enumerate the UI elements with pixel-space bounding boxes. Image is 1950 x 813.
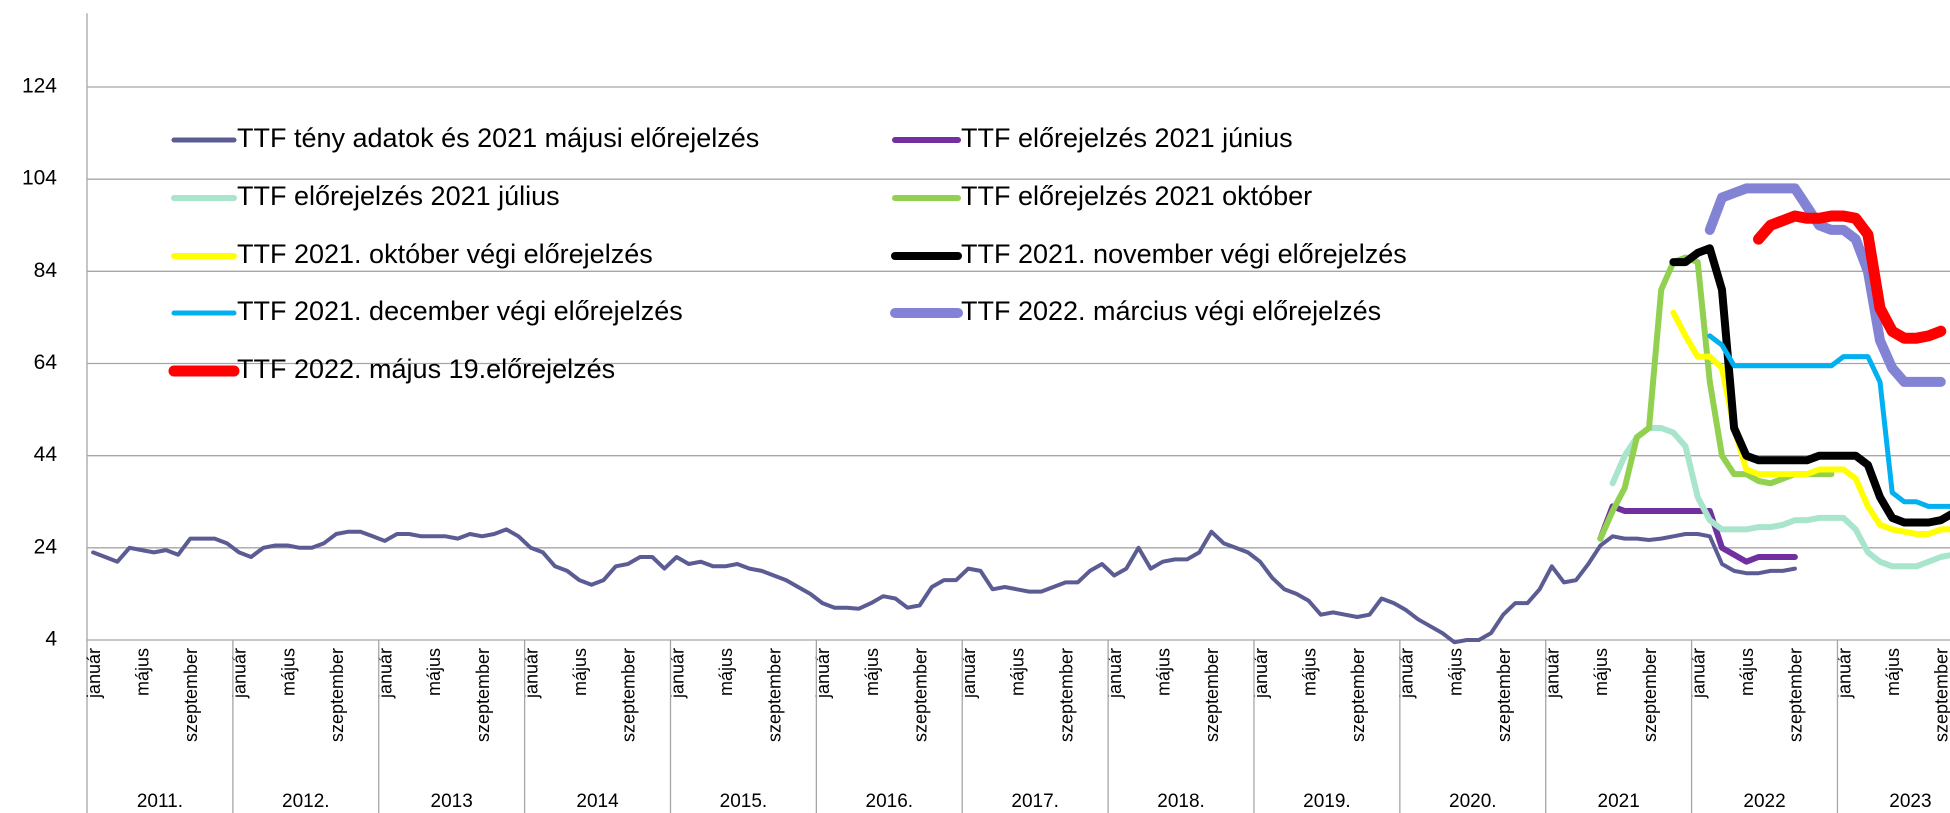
x-tick-label: május — [424, 648, 444, 696]
y-tick-label: 64 — [34, 351, 58, 374]
year-label: 2014 — [576, 791, 619, 812]
year-label: 2011. — [137, 791, 183, 812]
x-tick-label: január — [1688, 648, 1708, 699]
y-tick-label: 24 — [34, 535, 58, 558]
x-tick-label: szeptember — [1640, 648, 1660, 742]
y-tick-label: 44 — [34, 443, 58, 466]
year-label: 2013 — [431, 791, 473, 812]
x-tick-label: május — [716, 648, 736, 696]
x-tick-label: szeptember — [1348, 648, 1368, 742]
x-tick-label: május — [132, 648, 152, 696]
x-tick-label: május — [1299, 648, 1319, 696]
year-label: 2017. — [1011, 791, 1059, 812]
x-tick-label: május — [1883, 648, 1903, 696]
y-tick-label: 124 — [22, 75, 57, 98]
x-tick-label: szeptember — [910, 648, 930, 742]
legend-label: TTF előrejelzés 2021 július — [237, 181, 560, 211]
x-tick-label: január — [1397, 648, 1417, 699]
series-line — [91, 527, 1797, 645]
legend-label: TTF előrejelzés 2021 június — [961, 123, 1293, 153]
year-label: 2018. — [1157, 791, 1205, 812]
series-line — [1670, 309, 1950, 537]
series-line — [1609, 425, 1950, 570]
y-tick-label: 84 — [34, 259, 58, 282]
series-line — [1704, 183, 1946, 387]
x-tick-label: szeptember — [327, 648, 347, 742]
legend-label: TTF tény adatok és 2021 májusi előrejelz… — [237, 123, 759, 153]
x-tick-label: január — [1251, 648, 1271, 699]
x-tick-label: január — [521, 648, 541, 699]
x-tick-label: január — [1834, 648, 1854, 699]
legend-label: TTF 2021. december végi előrejelzés — [237, 296, 683, 326]
year-label: 2022 — [1743, 791, 1785, 812]
x-tick-label: január — [230, 648, 250, 699]
x-tick-label: január — [84, 648, 104, 699]
series-line — [1597, 503, 1798, 565]
x-tick-label: szeptember — [181, 648, 201, 742]
x-tick-label: január — [813, 648, 833, 699]
series-line — [1707, 333, 1950, 509]
x-tick-label: május — [1154, 648, 1174, 696]
x-tick-label: szeptember — [1932, 648, 1950, 742]
year-label: 2020. — [1449, 791, 1497, 812]
year-label: 2021 — [1598, 791, 1640, 812]
x-tick-label: május — [1591, 648, 1611, 696]
x-tick-label: május — [570, 648, 590, 696]
year-label: 2016. — [866, 791, 914, 812]
legend-label: TTF 2021. november végi előrejelzés — [961, 239, 1407, 269]
year-label: 2023 — [1889, 791, 1931, 812]
series-line — [1753, 210, 1947, 344]
x-tick-label: szeptember — [1786, 648, 1806, 742]
series-line — [1597, 254, 1835, 542]
y-tick-label: 4 — [45, 628, 57, 651]
x-tick-label: szeptember — [1494, 648, 1514, 742]
legend-label: TTF 2022. március végi előrejelzés — [961, 296, 1381, 326]
x-tick-label: május — [278, 648, 298, 696]
legend-label: TTF előrejelzés 2021 október — [961, 181, 1312, 211]
y-tick-label: 104 — [22, 167, 57, 190]
x-tick-label: szeptember — [1056, 648, 1076, 742]
x-tick-label: szeptember — [1202, 648, 1222, 742]
x-tick-label: január — [1543, 648, 1563, 699]
year-label: 2019. — [1303, 791, 1351, 812]
legend-label: TTF 2022. május 19.előrejelzés — [237, 354, 615, 384]
legend-label: TTF 2021. október végi előrejelzés — [237, 239, 653, 269]
x-tick-label: szeptember — [473, 648, 493, 742]
x-tick-label: január — [1105, 648, 1125, 699]
year-label: 2015. — [720, 791, 768, 812]
x-tick-label: január — [376, 648, 396, 699]
x-tick-label: május — [1445, 648, 1465, 696]
x-tick-label: szeptember — [765, 648, 785, 742]
x-tick-label: május — [1737, 648, 1757, 696]
series-line — [1669, 244, 1950, 527]
x-tick-label: január — [667, 648, 687, 699]
x-tick-label: május — [1008, 648, 1028, 696]
x-tick-label: május — [862, 648, 882, 696]
x-tick-label: január — [959, 648, 979, 699]
year-label: 2012. — [282, 791, 330, 812]
x-tick-label: szeptember — [619, 648, 639, 742]
